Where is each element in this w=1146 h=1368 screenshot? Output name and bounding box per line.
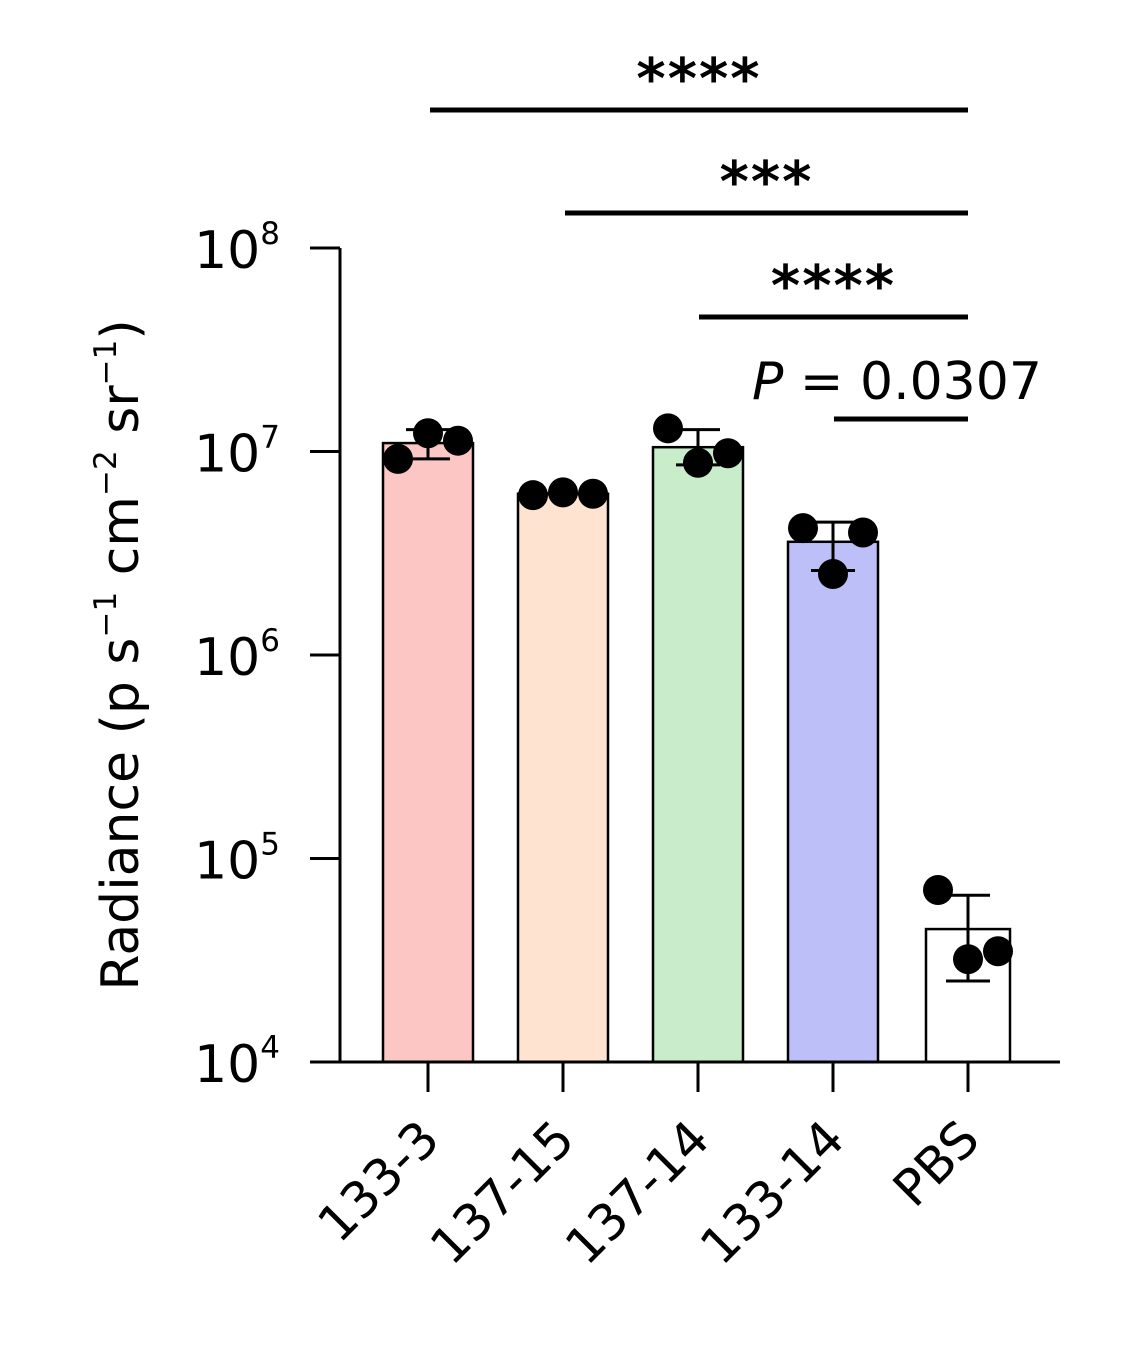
data-point-133-14-3	[848, 517, 878, 548]
points-layer	[383, 413, 1013, 975]
bar-137-15	[516, 492, 610, 1064]
bar-133-14	[786, 540, 880, 1064]
data-point-PBS-2	[953, 944, 983, 975]
data-point-133-14-2	[818, 559, 848, 590]
data-point-137-15-1	[518, 480, 548, 511]
data-point-137-14-3	[713, 438, 743, 469]
x-tick-label-137-14: 137-14	[554, 1109, 720, 1275]
data-point-PBS-1	[923, 875, 953, 906]
data-point-137-14-1	[653, 413, 683, 444]
significance-bracket-4: P = 0.0307	[752, 352, 1042, 422]
x-tick-label-137-15: 137-15	[419, 1109, 585, 1275]
significance-label-2: ***	[720, 150, 814, 215]
y-tick-label-0: 104	[194, 1030, 280, 1095]
significance-bracket-1: ****	[430, 47, 968, 113]
y-tick-label-3: 107	[194, 420, 280, 485]
significance-bracket-2: ***	[565, 150, 968, 216]
data-point-137-15-3	[578, 478, 608, 509]
bar-133-3	[381, 441, 475, 1064]
significance-layer: ***********P = 0.0307	[430, 47, 1042, 422]
data-point-PBS-3	[983, 936, 1013, 967]
y-axis-label-layer: Radiance (p s−1 cm−2 sr−1)	[88, 319, 151, 990]
significance-bracket-3: ****	[699, 254, 968, 320]
data-point-133-3-1	[383, 443, 413, 474]
x-tick-label-PBS: PBS	[882, 1109, 990, 1217]
data-point-133-3-3	[443, 425, 473, 456]
y-tick-label-2: 106	[194, 623, 280, 688]
data-point-137-14-2	[683, 447, 713, 478]
data-point-137-15-2	[548, 477, 578, 508]
bars-layer	[381, 441, 1012, 1064]
significance-label-3: ****	[771, 254, 896, 319]
significance-label-4: P = 0.0307	[752, 352, 1042, 412]
x-tick-label-133-14: 133-14	[689, 1109, 855, 1275]
data-point-133-3-2	[413, 418, 443, 449]
significance-label-1: ****	[636, 47, 761, 112]
y-axis-label: Radiance (p s−1 cm−2 sr−1)	[88, 319, 151, 990]
bar-137-14	[651, 445, 745, 1064]
y-tick-label-4: 108	[194, 216, 280, 281]
y-tick-label-1: 105	[194, 827, 280, 892]
data-point-133-14-1	[788, 513, 818, 544]
